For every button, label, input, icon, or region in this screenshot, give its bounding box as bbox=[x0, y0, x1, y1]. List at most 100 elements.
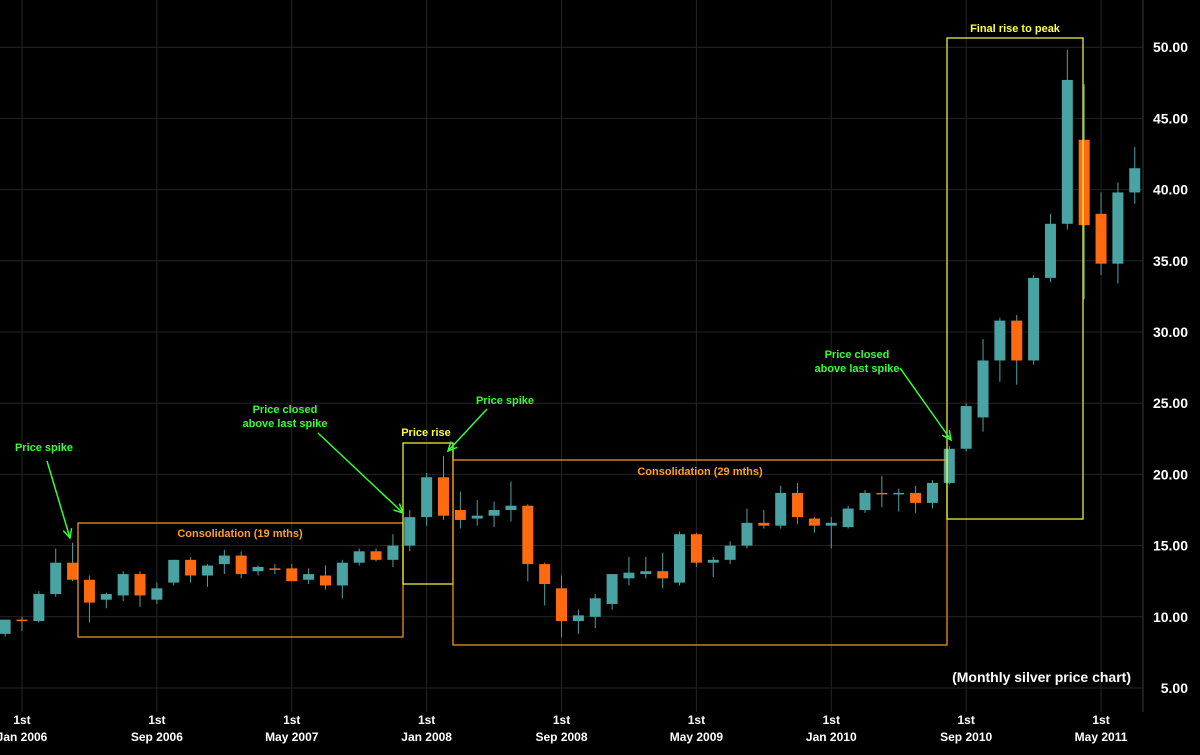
candle-body-down bbox=[690, 534, 702, 563]
consolidation-19-label: Consolidation (19 mths) bbox=[177, 528, 303, 540]
annotation-line: Consolidation (19 mths) bbox=[177, 528, 303, 540]
candle bbox=[134, 571, 146, 607]
x-tick-month: Sep 2006 bbox=[131, 730, 183, 744]
chart-caption: (Monthly silver price chart) bbox=[952, 669, 1131, 685]
candle-body-up bbox=[707, 559, 719, 563]
candle-body-up bbox=[724, 545, 736, 560]
candle bbox=[488, 501, 500, 528]
x-axis: 1st Jan 2006 1st Sep 2006 1st May 2007 1st Jan … bbox=[0, 713, 1128, 744]
x-tick-day: 1st bbox=[148, 713, 165, 727]
x-tick-month: May 2009 bbox=[670, 730, 724, 744]
candle-body-down bbox=[83, 579, 95, 603]
x-tick-day: 1st bbox=[957, 713, 974, 727]
x-tick: 1st May 2009 bbox=[670, 713, 724, 744]
candle bbox=[33, 591, 45, 623]
candle-body-up bbox=[168, 559, 180, 583]
candle-body-up bbox=[33, 594, 45, 622]
candle bbox=[117, 571, 129, 602]
candle-body-up bbox=[303, 574, 315, 580]
candle-body-up bbox=[893, 492, 905, 495]
candle-body-up bbox=[1129, 168, 1141, 193]
candle bbox=[1078, 84, 1090, 300]
x-tick: 1st Jan 2008 bbox=[401, 713, 452, 744]
x-tick: 1st Jan 2010 bbox=[806, 713, 857, 744]
candle bbox=[640, 556, 652, 579]
candle bbox=[235, 551, 247, 579]
candle bbox=[387, 534, 399, 567]
candle-body-down bbox=[286, 568, 298, 582]
annotation-line: Final rise to peak bbox=[970, 23, 1061, 35]
candle-body-up bbox=[100, 594, 112, 600]
candle bbox=[572, 609, 584, 634]
annotation-line: Price rise bbox=[401, 427, 451, 439]
consolidation-29-box bbox=[452, 459, 948, 646]
candle-body-down bbox=[657, 571, 669, 579]
candle bbox=[303, 568, 315, 585]
candle-body-up bbox=[623, 572, 635, 579]
candle-body-up bbox=[960, 406, 972, 449]
x-tick-day: 1st bbox=[418, 713, 435, 727]
candle bbox=[606, 574, 618, 610]
x-tick-month: Sep 2010 bbox=[940, 730, 992, 744]
candle-body-up bbox=[674, 534, 686, 583]
annotation-line: above last spike bbox=[243, 418, 328, 430]
candle-body-up bbox=[842, 508, 854, 528]
candle-body-up bbox=[859, 492, 871, 510]
candle-body-down bbox=[522, 505, 534, 565]
candle bbox=[336, 559, 348, 599]
candle-body-down bbox=[67, 562, 79, 580]
x-tick: 1st Sep 2006 bbox=[131, 713, 183, 744]
x-tick-day: 1st bbox=[688, 713, 705, 727]
x-tick-day: 1st bbox=[13, 713, 30, 727]
candle-body-down bbox=[1078, 139, 1090, 226]
price-rise-label: Price rise bbox=[401, 427, 451, 439]
candle bbox=[421, 472, 433, 526]
price-spike-2008-arrow bbox=[447, 408, 488, 452]
x-tick-month: Jan 2008 bbox=[401, 730, 452, 744]
final-rise-box bbox=[946, 37, 1084, 520]
x-tick: 1st May 2007 bbox=[265, 713, 319, 744]
candle-body-up bbox=[741, 522, 753, 546]
candle-body-down bbox=[235, 555, 247, 575]
y-tick-label: 20.00 bbox=[1153, 466, 1188, 482]
candle-body-up bbox=[572, 615, 584, 622]
candle-body-down bbox=[808, 518, 820, 526]
final-rise-label: Final rise to peak bbox=[970, 23, 1061, 35]
candle bbox=[50, 548, 62, 597]
y-tick-label: 40.00 bbox=[1153, 182, 1188, 198]
candle-body-up bbox=[117, 574, 129, 596]
candle bbox=[471, 500, 483, 526]
candle bbox=[808, 517, 820, 533]
annotation-line: Price spike bbox=[476, 395, 534, 407]
candle-body-down bbox=[438, 477, 449, 516]
candle-body-up bbox=[977, 360, 989, 418]
candle bbox=[438, 455, 449, 520]
candle-body-up bbox=[606, 574, 618, 604]
candle-body-down bbox=[185, 559, 197, 576]
candle bbox=[505, 481, 517, 522]
candle bbox=[168, 559, 180, 586]
candle bbox=[404, 510, 416, 552]
candle bbox=[859, 490, 871, 513]
x-tick-month: Jan 2010 bbox=[806, 730, 857, 744]
price-spike-2006-arrow bbox=[46, 460, 71, 539]
price-spike-2008-label: Price spike bbox=[476, 395, 534, 407]
y-tick-label: 10.00 bbox=[1153, 609, 1188, 625]
candle-body-down bbox=[792, 492, 804, 518]
candle bbox=[539, 562, 551, 606]
candle-body-down bbox=[370, 551, 382, 560]
candle bbox=[943, 445, 955, 485]
closed-above-2010-arrow bbox=[899, 367, 952, 441]
annotation-line: Price closed bbox=[825, 349, 890, 361]
candle bbox=[0, 619, 11, 637]
candle bbox=[370, 548, 382, 562]
candle-body-up bbox=[421, 477, 433, 518]
candle-body-down bbox=[876, 492, 888, 495]
candle bbox=[185, 556, 197, 583]
candle bbox=[775, 485, 787, 529]
candle-body-down bbox=[1011, 320, 1023, 361]
closed-above-2010-label: Price closed above last spike bbox=[815, 349, 900, 375]
annotation-line: Consolidation (29 mths) bbox=[637, 466, 763, 478]
candle-body-down bbox=[539, 564, 551, 585]
x-tick-day: 1st bbox=[553, 713, 570, 727]
